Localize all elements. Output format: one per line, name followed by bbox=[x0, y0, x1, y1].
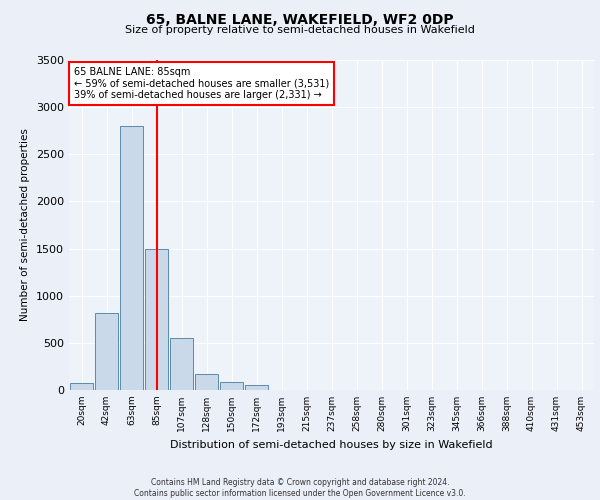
Text: 65, BALNE LANE, WAKEFIELD, WF2 0DP: 65, BALNE LANE, WAKEFIELD, WF2 0DP bbox=[146, 12, 454, 26]
Bar bbox=[220, 382, 243, 390]
Bar bbox=[70, 384, 93, 390]
Bar bbox=[170, 338, 193, 390]
Bar bbox=[95, 312, 118, 390]
Bar bbox=[145, 248, 168, 390]
Y-axis label: Number of semi-detached properties: Number of semi-detached properties bbox=[20, 128, 31, 322]
Bar bbox=[195, 374, 218, 390]
Text: Size of property relative to semi-detached houses in Wakefield: Size of property relative to semi-detach… bbox=[125, 25, 475, 35]
Bar bbox=[245, 386, 268, 390]
X-axis label: Distribution of semi-detached houses by size in Wakefield: Distribution of semi-detached houses by … bbox=[170, 440, 493, 450]
Text: 65 BALNE LANE: 85sqm
← 59% of semi-detached houses are smaller (3,531)
39% of se: 65 BALNE LANE: 85sqm ← 59% of semi-detac… bbox=[74, 66, 329, 100]
Bar bbox=[120, 126, 143, 390]
Text: Contains HM Land Registry data © Crown copyright and database right 2024.
Contai: Contains HM Land Registry data © Crown c… bbox=[134, 478, 466, 498]
